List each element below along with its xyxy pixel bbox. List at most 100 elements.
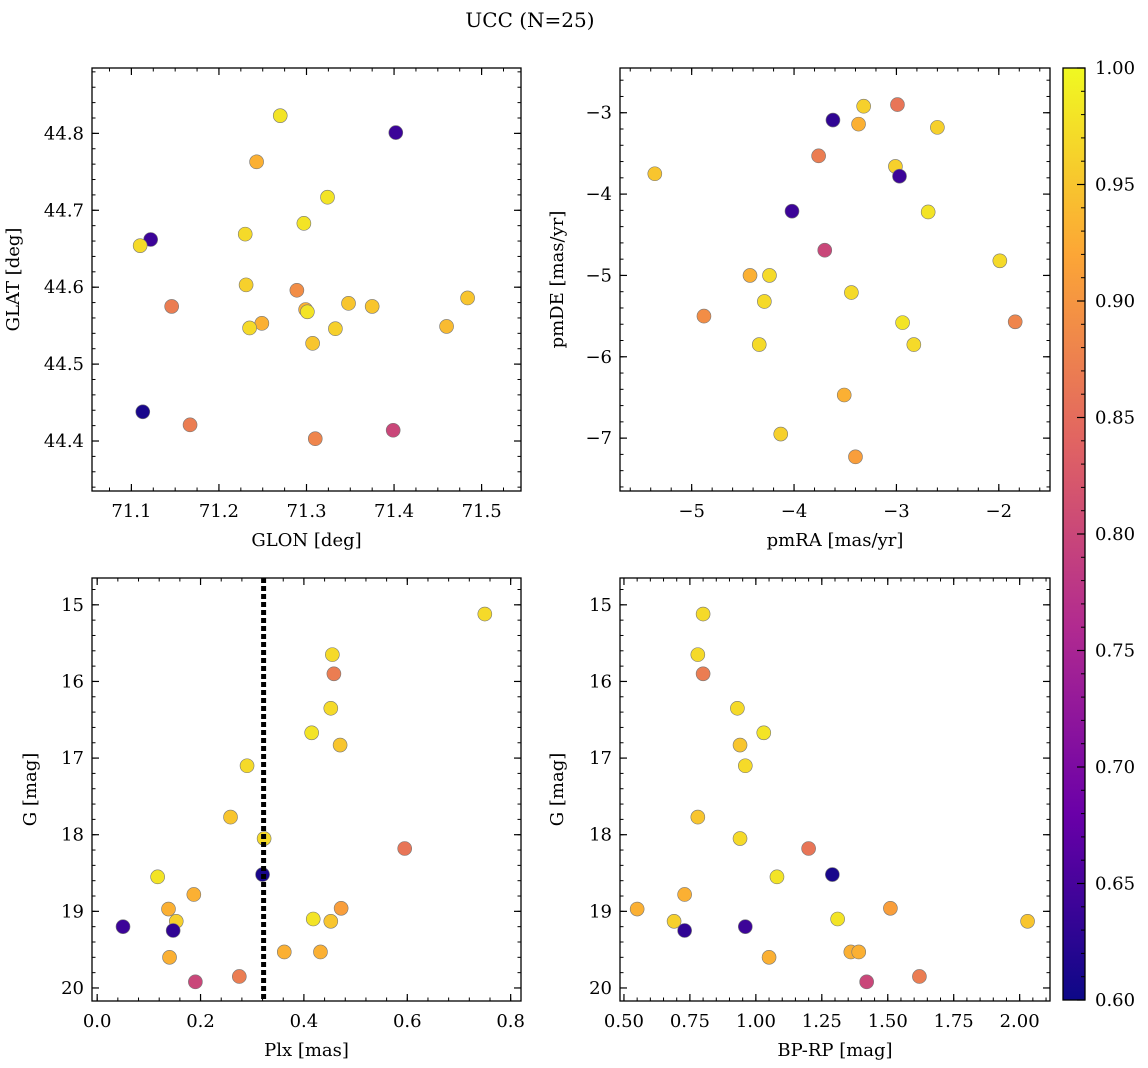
x-tick-label: 2.00	[1000, 1011, 1040, 1032]
data-point	[666, 914, 682, 929]
panel-plx-g: 0.0 0.2 0.4 0.6 0.8 15 16 17 18 19 20 Plx [mas] G [m…	[20, 577, 525, 1061]
y-tick-label: 17	[589, 748, 612, 769]
y-tick-label: −6	[585, 347, 612, 368]
x-tick-label: 71.2	[199, 501, 239, 522]
data-point	[892, 168, 907, 184]
data-point	[272, 108, 288, 123]
x-tick-label: 71.3	[286, 501, 326, 522]
data-point	[186, 887, 202, 902]
y-axis-label: G [mag]	[547, 753, 568, 826]
panel-glon-glat: 71.1 71.2 71.3 71.4 71.5 44.4 44.5 44.6 44.7 44.8…	[3, 67, 522, 551]
data-point	[825, 867, 840, 882]
data-point	[1020, 914, 1035, 929]
y-tick-label: 18	[589, 825, 612, 846]
data-point	[307, 431, 323, 447]
data-point	[239, 758, 255, 774]
data-point	[695, 666, 711, 682]
data-point	[890, 97, 905, 112]
data-point	[690, 809, 706, 825]
data-point	[784, 203, 800, 219]
data-point	[1007, 314, 1023, 330]
data-point	[992, 253, 1008, 269]
y-axis-label: pmDE [mas/yr]	[547, 211, 568, 349]
data-point	[304, 725, 319, 741]
data-point	[320, 189, 335, 205]
x-tick-label: 1.00	[736, 1011, 776, 1032]
data-point	[738, 758, 753, 774]
x-tick-label: 0.75	[670, 1011, 710, 1032]
data-point	[150, 869, 165, 885]
x-axis-label: Plx [mas]	[264, 1040, 349, 1061]
y-tick-label: −3	[585, 103, 612, 124]
data-point	[773, 426, 789, 442]
y-tick-label: 16	[61, 671, 84, 692]
data-point	[825, 112, 841, 128]
data-point	[115, 919, 131, 934]
data-point	[305, 911, 321, 927]
x-tick-label: −3	[883, 501, 910, 522]
x-axis-label: GLON [deg]	[251, 530, 361, 551]
y-tick-label: 16	[589, 671, 612, 692]
data-point	[341, 296, 356, 311]
x-tick-label: 0.2	[186, 1011, 215, 1032]
y-axis-label: GLAT [deg]	[3, 228, 24, 332]
x-tick-label: 0.6	[393, 1011, 422, 1032]
data-point	[912, 969, 927, 984]
data-point	[690, 647, 706, 662]
y-tick-label: 44.8	[44, 123, 84, 144]
data-point	[300, 304, 315, 320]
data-point	[237, 226, 253, 242]
data-point	[732, 831, 748, 846]
data-point	[249, 154, 264, 170]
data-point	[769, 869, 785, 885]
data-point	[730, 700, 745, 716]
axes-frame	[91, 577, 522, 1002]
data-point	[182, 417, 198, 433]
panel-bprp-g: 0.50 0.75 1.00 1.25 1.50 1.75 2.00 15 16 17 18 19 20…	[547, 577, 1051, 1061]
axes-frame	[91, 67, 522, 492]
y-tick-label: 44.5	[44, 354, 84, 375]
data-point	[696, 308, 712, 324]
data-point	[895, 315, 910, 330]
colorbar-tick-label: 0.60	[1095, 990, 1135, 1011]
colorbar-tick-label: 0.80	[1095, 524, 1135, 545]
y-tick-label: 44.6	[44, 277, 84, 298]
data-point	[848, 449, 863, 465]
x-axis-label: pmRA [mas/yr]	[767, 530, 904, 551]
data-point	[677, 887, 692, 902]
data-point	[385, 422, 401, 438]
y-tick-label: 44.7	[44, 200, 84, 221]
data-point	[164, 299, 179, 314]
x-tick-label: 71.1	[111, 501, 151, 522]
data-point	[165, 923, 181, 938]
data-point	[756, 725, 772, 741]
colorbar-tick-label: 0.90	[1095, 291, 1135, 312]
y-tick-label: 18	[61, 825, 84, 846]
data-point	[223, 809, 238, 825]
figure-title: UCC (N=25)	[465, 8, 594, 32]
x-tick-label: 1.75	[934, 1011, 974, 1032]
data-point	[647, 166, 663, 182]
data-point	[761, 950, 777, 965]
x-tick-label: 0.0	[83, 1011, 112, 1032]
data-point	[364, 299, 380, 314]
data-point	[323, 914, 339, 929]
y-tick-label: 17	[61, 748, 84, 769]
data-point	[742, 268, 758, 283]
data-point	[920, 204, 936, 220]
data-point	[677, 923, 692, 938]
data-point	[328, 321, 343, 337]
data-point	[836, 387, 852, 403]
data-point	[883, 900, 898, 916]
data-point	[859, 974, 874, 990]
data-point	[238, 277, 254, 293]
data-point	[188, 974, 203, 990]
y-tick-label: 19	[61, 901, 84, 922]
data-point	[313, 944, 328, 960]
data-point	[289, 282, 305, 298]
data-point	[629, 901, 645, 917]
data-point	[162, 950, 177, 965]
data-point	[333, 900, 349, 916]
y-tick-label: −5	[585, 265, 612, 286]
x-tick-label: 0.50	[604, 1011, 644, 1032]
